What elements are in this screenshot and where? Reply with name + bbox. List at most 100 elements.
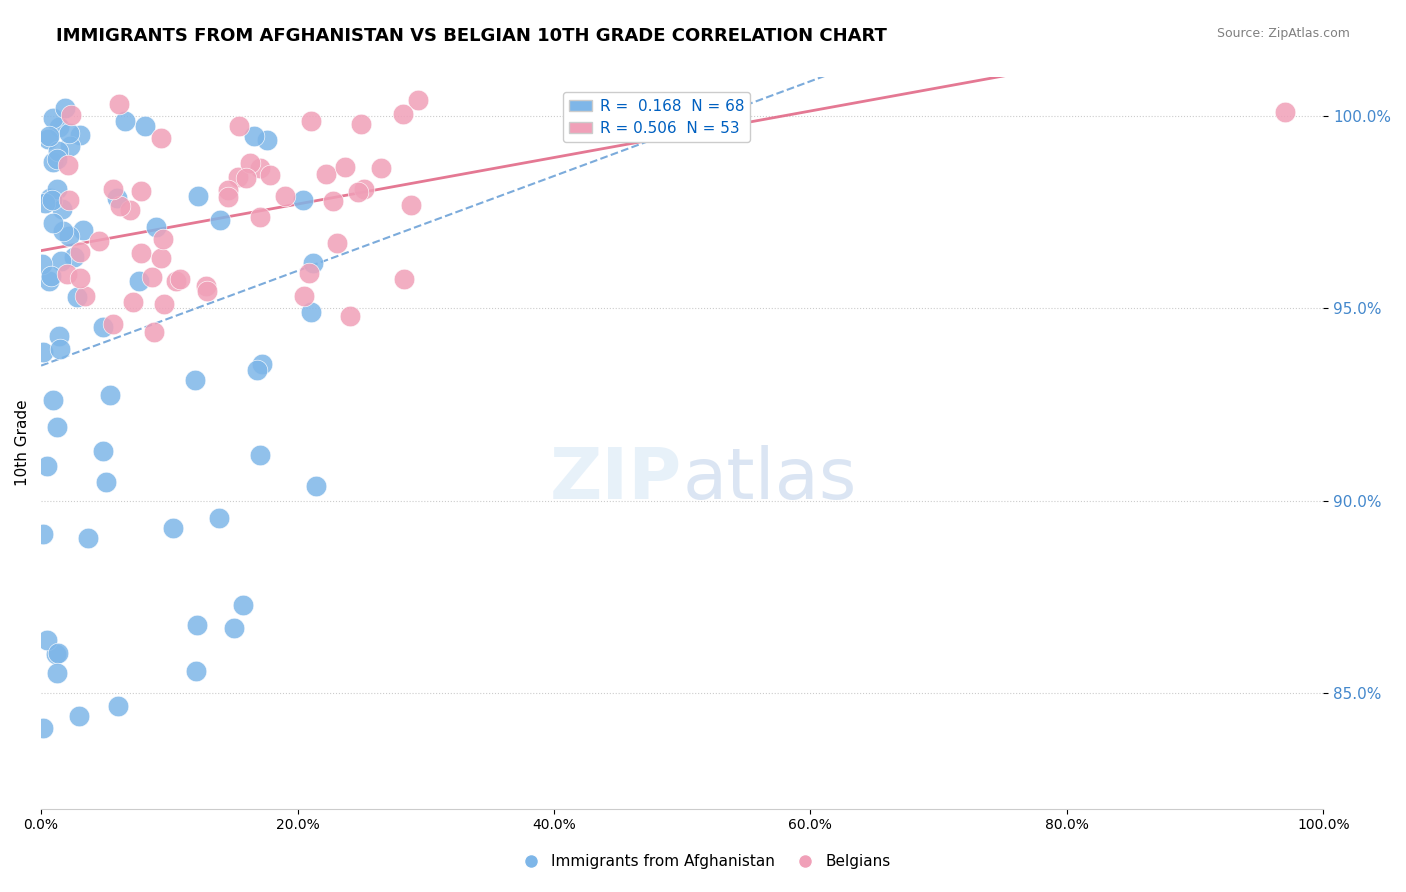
- Point: [42, 112, 65, 126]
- Point: [69, 128, 91, 142]
- Point: [89, 234, 111, 248]
- Point: [208, 511, 231, 525]
- Point: [45, 665, 67, 680]
- Point: [59, 139, 82, 153]
- Point: [53, 102, 76, 116]
- Point: [224, 621, 246, 635]
- Point: [392, 107, 415, 121]
- Point: [69, 270, 91, 285]
- Point: [1274, 105, 1296, 120]
- Point: [394, 272, 416, 286]
- Point: [165, 274, 187, 288]
- Point: [302, 256, 325, 270]
- Point: [150, 251, 173, 265]
- Point: [194, 279, 217, 293]
- Point: [131, 184, 153, 198]
- Point: [256, 133, 278, 147]
- Point: [141, 269, 163, 284]
- Point: [249, 448, 271, 462]
- Point: [48, 120, 70, 135]
- Point: [208, 213, 231, 227]
- Point: [250, 357, 273, 371]
- Point: [149, 130, 172, 145]
- Point: [42, 216, 65, 230]
- Point: [217, 190, 239, 204]
- Text: Source: ZipAtlas.com: Source: ZipAtlas.com: [1216, 27, 1350, 40]
- Point: [187, 188, 209, 202]
- Text: atlas: atlas: [682, 445, 856, 514]
- Point: [145, 219, 167, 234]
- Point: [103, 181, 125, 195]
- Point: [217, 183, 239, 197]
- Point: [243, 128, 266, 143]
- Point: [350, 117, 373, 131]
- Point: [45, 153, 67, 167]
- Point: [186, 618, 208, 632]
- Point: [91, 319, 114, 334]
- Point: [56, 267, 79, 281]
- Point: [34, 195, 56, 210]
- Point: [51, 202, 73, 217]
- Legend: R =  0.168  N = 68, R = 0.506  N = 53: R = 0.168 N = 68, R = 0.506 N = 53: [562, 93, 751, 142]
- Point: [315, 167, 337, 181]
- Point: [38, 128, 60, 143]
- Point: [31, 257, 53, 271]
- Point: [249, 161, 271, 175]
- Point: [72, 223, 94, 237]
- Point: [299, 113, 322, 128]
- Point: [246, 363, 269, 377]
- Point: [122, 294, 145, 309]
- Point: [153, 297, 176, 311]
- Point: [134, 119, 156, 133]
- Point: [326, 236, 349, 251]
- Point: [274, 188, 297, 202]
- Point: [59, 107, 82, 121]
- Point: [226, 169, 249, 184]
- Point: [235, 171, 257, 186]
- Point: [120, 202, 142, 217]
- Point: [370, 161, 392, 175]
- Point: [58, 158, 80, 172]
- Point: [406, 93, 429, 107]
- Point: [94, 475, 117, 489]
- Point: [322, 194, 344, 208]
- Point: [38, 191, 60, 205]
- Point: [184, 664, 207, 678]
- Point: [184, 374, 207, 388]
- Text: ZIP: ZIP: [550, 445, 682, 514]
- Legend: Immigrants from Afghanistan, Belgians: Immigrants from Afghanistan, Belgians: [509, 848, 897, 875]
- Point: [58, 228, 80, 243]
- Point: [45, 181, 67, 195]
- Point: [259, 168, 281, 182]
- Point: [195, 285, 218, 299]
- Point: [45, 647, 67, 661]
- Point: [228, 120, 250, 134]
- Point: [98, 388, 121, 402]
- Point: [37, 132, 59, 146]
- Point: [39, 268, 62, 283]
- Point: [292, 289, 315, 303]
- Point: [35, 459, 58, 474]
- Point: [76, 531, 98, 545]
- Point: [38, 274, 60, 288]
- Point: [299, 305, 322, 319]
- Point: [32, 527, 55, 541]
- Point: [49, 342, 72, 356]
- Point: [152, 232, 174, 246]
- Point: [353, 181, 375, 195]
- Point: [63, 250, 86, 264]
- Point: [37, 633, 59, 648]
- Point: [41, 193, 63, 207]
- Point: [339, 310, 361, 324]
- Point: [239, 156, 262, 170]
- Point: [304, 479, 326, 493]
- Point: [32, 722, 55, 736]
- Point: [46, 420, 69, 434]
- Point: [48, 329, 70, 343]
- Point: [67, 709, 90, 723]
- Point: [162, 521, 184, 535]
- Point: [346, 186, 368, 200]
- Point: [108, 97, 131, 112]
- Point: [298, 266, 321, 280]
- Point: [91, 444, 114, 458]
